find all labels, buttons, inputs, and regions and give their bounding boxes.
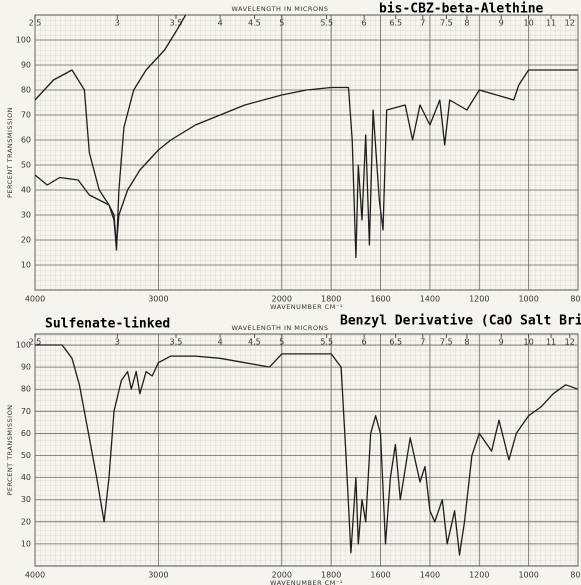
spectrum-line	[35, 344, 578, 556]
x-tick-label: 800	[570, 295, 581, 304]
x-axis-label: WAVENUMBER CM⁻¹	[270, 579, 343, 585]
y-tick-label: 50	[21, 451, 31, 460]
x2-tick-label: 11	[546, 19, 556, 28]
x-tick-label: 1400	[420, 571, 440, 580]
y-tick-label: 80	[21, 385, 31, 394]
plot-lines	[35, 15, 578, 259]
x2-tick-label: 4	[218, 19, 223, 28]
x-tick-label: 1800	[321, 571, 341, 580]
x2-tick-label: 12	[565, 338, 575, 347]
x2-tick-label: 8	[464, 19, 469, 28]
y-tick-label: 100	[16, 36, 31, 45]
x2-tick-label: 3	[115, 338, 120, 347]
x2-tick-label: 10	[524, 338, 534, 347]
x-tick-label: 4000	[25, 295, 45, 304]
x2-tick-label: 7	[420, 338, 425, 347]
x-tick-label: 1200	[469, 295, 489, 304]
x-tick-label: 3000	[148, 571, 168, 580]
annotation: Sulfenate-linked	[45, 317, 170, 332]
x2-axis-label: WAVELENGTH IN MICRONS	[231, 5, 328, 13]
x-tick-label: 3000	[148, 295, 168, 304]
x2-axis-label: WAVELENGTH IN MICRONS	[231, 324, 328, 332]
chart-title: bis-CBZ-beta-Alethine	[379, 2, 544, 17]
x2-tick-label: 7.5	[440, 338, 453, 347]
x2-tick-label: 7.5	[440, 19, 453, 28]
x-tick-label: 1000	[518, 295, 538, 304]
y-tick-label: 20	[21, 517, 31, 526]
x-tick-label: 2000	[272, 571, 292, 580]
plot-area	[34, 14, 579, 291]
y-tick-label: 100	[16, 341, 31, 350]
y-tick-label: 90	[21, 61, 31, 70]
y-tick-label: 40	[21, 186, 31, 195]
x2-tick-label: 7	[420, 19, 425, 28]
x2-tick-label: 9	[499, 19, 504, 28]
x2-tick-label: 5	[279, 19, 284, 28]
x2-tick-label: 6.5	[389, 19, 402, 28]
x-tick-label: 1800	[321, 295, 341, 304]
x2-tick-label: 5.5	[320, 338, 333, 347]
x-tick-label: 4000	[25, 571, 45, 580]
x2-tick-label: 11	[546, 338, 556, 347]
x2-tick-label: 2.5	[29, 338, 42, 347]
y-tick-label: 50	[21, 161, 31, 170]
y-tick-label: 10	[21, 539, 31, 548]
y-tick-label: 60	[21, 429, 31, 438]
x-tick-label: 2000	[272, 295, 292, 304]
x2-tick-label: 8	[464, 338, 469, 347]
y-tick-label: 60	[21, 136, 31, 145]
plot-lines	[35, 344, 578, 556]
y-axis-label: PERCENT TRANSMISSION	[6, 107, 14, 198]
x-tick-label: 1200	[469, 571, 489, 580]
x-tick-label: 800	[570, 571, 581, 580]
spectrum-line	[35, 15, 187, 251]
x2-tick-label: 3.5	[170, 19, 183, 28]
x2-tick-label: 3	[115, 19, 120, 28]
x2-tick-label: 6	[362, 338, 367, 347]
x2-tick-label: 6	[362, 19, 367, 28]
x-tick-label: 1600	[370, 571, 390, 580]
y-tick-label: 70	[21, 407, 31, 416]
y-tick-label: 40	[21, 473, 31, 482]
x-axis-label: WAVENUMBER CM⁻¹	[270, 303, 343, 311]
y-tick-label: 10	[21, 261, 31, 270]
x2-tick-label: 4.5	[248, 338, 261, 347]
y-axis-label: PERCENT TRANSMISSION	[6, 404, 14, 495]
y-tick-label: 30	[21, 495, 31, 504]
x-tick-label: 1400	[420, 295, 440, 304]
x-tick-label: 1000	[518, 571, 538, 580]
x2-tick-label: 6.5	[389, 338, 402, 347]
plot-area	[34, 333, 579, 567]
x2-tick-label: 10	[524, 19, 534, 28]
y-tick-label: 80	[21, 86, 31, 95]
x2-tick-label: 12	[565, 19, 575, 28]
y-tick-label: 20	[21, 236, 31, 245]
x2-tick-label: 3.5	[170, 338, 183, 347]
x2-tick-label: 9	[499, 338, 504, 347]
x2-tick-label: 4	[218, 338, 223, 347]
x2-tick-label: 5.5	[320, 19, 333, 28]
y-tick-label: 70	[21, 111, 31, 120]
x-tick-label: 1600	[370, 295, 390, 304]
y-tick-label: 30	[21, 211, 31, 220]
y-tick-label: 90	[21, 363, 31, 372]
chart-title: Benzyl Derivative (CaO Salt Bridge)	[340, 314, 581, 329]
x2-tick-label: 2.5	[29, 19, 42, 28]
x2-tick-label: 5	[279, 338, 284, 347]
x2-tick-label: 4.5	[248, 19, 261, 28]
